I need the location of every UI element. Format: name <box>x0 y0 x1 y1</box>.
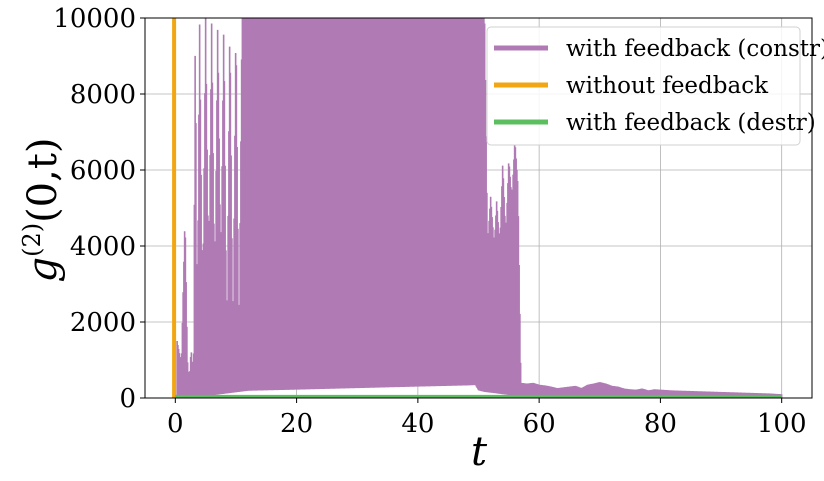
y-axis-title-superscript: (2) <box>18 223 46 257</box>
y-tick-label: 6000 <box>70 156 136 186</box>
x-tick-label: 0 <box>167 409 184 439</box>
legend-label: with feedback (constr) <box>566 36 824 62</box>
x-tick-label: 100 <box>757 409 807 439</box>
y-tick-label: 10000 <box>53 4 136 34</box>
x-axis-title: t <box>471 429 488 475</box>
series-layer <box>172 18 783 398</box>
x-tick-label: 40 <box>401 409 434 439</box>
svg-text:g(2)(0,t): g(2)(0,t) <box>18 137 66 282</box>
y-tick-label: 0 <box>119 384 136 414</box>
y-axis-title: g(2)(0,t) <box>18 137 66 282</box>
y-tick-label: 4000 <box>70 232 136 262</box>
x-tick-label: 20 <box>280 409 313 439</box>
y-axis-title-args: (0,t) <box>20 137 66 222</box>
y-tick-label: 2000 <box>70 308 136 338</box>
ticks: 0 20 40 60 80 100 0 2000 4000 6000 8000 10000 <box>53 4 806 439</box>
x-tick-label: 60 <box>523 409 556 439</box>
legend-box <box>486 26 801 146</box>
x-tick-label: 80 <box>644 409 677 439</box>
series-constr-line <box>176 18 783 398</box>
y-tick-label: 8000 <box>70 80 136 110</box>
legend: with feedback (constr) without feedback wi… <box>486 26 824 146</box>
legend-label: without feedback <box>566 73 769 99</box>
y-axis-title-base: g <box>20 257 66 283</box>
legend-label: with feedback (destr) <box>566 110 816 136</box>
plot-frame <box>144 17 813 399</box>
